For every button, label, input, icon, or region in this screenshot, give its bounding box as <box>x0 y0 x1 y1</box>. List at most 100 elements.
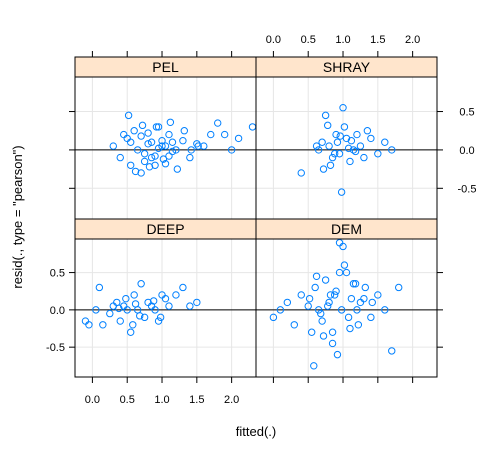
data-point <box>113 298 121 307</box>
data-point <box>123 306 131 314</box>
data-point <box>340 123 349 131</box>
data-point <box>137 132 145 140</box>
data-point <box>337 188 346 196</box>
y-tick-label: -0.5 <box>458 183 477 195</box>
data-point <box>367 313 375 322</box>
data-point <box>310 362 318 370</box>
panel-dem: DEM <box>255 218 438 378</box>
y-tick-label: 0.0 <box>459 145 474 157</box>
data-point <box>147 138 156 146</box>
data-point <box>351 147 360 156</box>
data-point <box>165 130 173 139</box>
data-point <box>381 138 389 146</box>
data-point <box>319 165 328 173</box>
data-point <box>325 142 333 150</box>
data-point <box>154 144 163 153</box>
y-axis-title: resid(., type = "pearson") <box>10 145 25 288</box>
data-point <box>368 298 376 307</box>
data-point <box>122 294 130 303</box>
data-point <box>349 280 358 288</box>
data-point <box>154 123 163 131</box>
data-point <box>126 138 135 146</box>
x-tick-label: 0.0 <box>266 34 281 46</box>
data-point <box>168 138 177 146</box>
y-tick-label: -0.5 <box>46 342 65 354</box>
data-point <box>131 167 140 176</box>
data-point <box>187 146 195 154</box>
data-point <box>351 280 360 288</box>
data-point <box>129 321 137 329</box>
data-point <box>319 332 328 340</box>
data-point <box>144 140 152 148</box>
data-point <box>346 157 354 166</box>
data-point <box>106 309 114 318</box>
data-point <box>126 161 135 169</box>
data-point <box>328 339 337 348</box>
panel-border <box>74 238 257 378</box>
data-point <box>214 119 222 127</box>
data-point <box>138 121 147 130</box>
panel-pel: PEL <box>74 56 257 220</box>
x-tick-label: 2.0 <box>224 394 239 406</box>
y-tick-label: 0.0 <box>50 305 65 317</box>
data-point <box>339 242 347 251</box>
data-point <box>326 161 335 169</box>
data-point <box>156 313 165 322</box>
data-point <box>330 150 339 158</box>
x-tick-label: 1.0 <box>154 394 169 406</box>
data-point <box>337 306 346 314</box>
data-point <box>158 137 166 145</box>
data-point <box>144 129 152 137</box>
data-point <box>346 324 354 333</box>
data-point <box>165 302 173 310</box>
data-point <box>333 138 342 146</box>
x-axis-top: 0.0 0.5 1.0 1.5 2.0 <box>266 34 420 57</box>
data-point <box>269 313 278 322</box>
data-point <box>116 153 124 162</box>
data-point <box>109 142 117 150</box>
panel-shray: SHRAY <box>255 56 438 220</box>
data-point <box>332 130 340 139</box>
y-tick-label: 0.5 <box>459 107 474 119</box>
data-point <box>151 306 159 314</box>
data-point <box>151 161 159 169</box>
data-point <box>159 155 168 163</box>
data-point <box>152 123 161 131</box>
data-point <box>347 137 356 145</box>
data-point <box>356 142 365 150</box>
data-point <box>140 313 149 322</box>
data-point <box>318 138 326 146</box>
data-point <box>297 169 305 177</box>
data-point <box>307 328 316 336</box>
data-point <box>321 111 330 120</box>
x-tick-label: 0.0 <box>85 394 100 406</box>
data-point <box>312 272 321 280</box>
data-point <box>339 104 347 112</box>
data-point <box>154 317 163 325</box>
data-point <box>332 287 340 295</box>
data-point <box>353 306 361 314</box>
data-point <box>136 312 144 320</box>
data-point <box>321 276 330 284</box>
data-point <box>335 150 344 158</box>
data-point <box>147 153 156 162</box>
data-point <box>207 130 215 139</box>
data-point <box>395 283 403 292</box>
data-point <box>317 309 325 318</box>
data-point <box>330 291 339 299</box>
data-point <box>115 304 123 313</box>
data-point <box>179 137 187 145</box>
data-point <box>161 294 170 303</box>
data-point <box>120 130 128 139</box>
x-tick-label: 1.0 <box>335 34 350 46</box>
data-point <box>161 142 170 150</box>
data-point <box>140 157 149 166</box>
strip-label: SHRAY <box>323 59 371 75</box>
data-point <box>388 347 396 355</box>
data-point <box>347 294 356 303</box>
panel-border <box>255 76 438 220</box>
data-point <box>325 298 333 307</box>
data-point <box>388 146 396 154</box>
data-point <box>361 283 369 292</box>
data-point <box>349 146 358 154</box>
